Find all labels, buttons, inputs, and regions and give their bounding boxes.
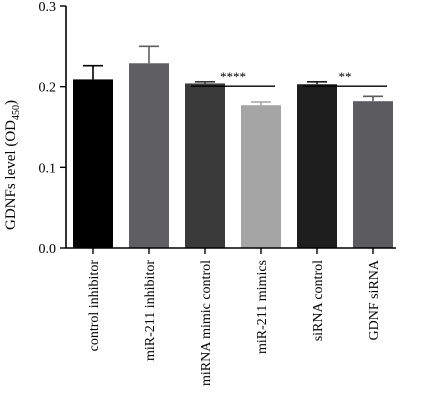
x-tick-label: GDNF siRNA bbox=[367, 259, 382, 340]
bar bbox=[353, 101, 393, 248]
y-tick-label: 0.2 bbox=[39, 81, 57, 96]
x-tick-label: miR-211 inhibitor bbox=[143, 260, 158, 361]
x-tick-label: control inhibitor bbox=[87, 260, 102, 352]
significance-group: **** ** bbox=[191, 69, 387, 87]
y-tick-label: 0.3 bbox=[39, 0, 57, 15]
significance-label: **** bbox=[220, 69, 246, 84]
y-tick-label: 0.0 bbox=[39, 242, 57, 257]
bar bbox=[241, 105, 281, 248]
y-axis-label: GDNFs level (OD450) bbox=[3, 100, 22, 230]
bar bbox=[297, 84, 337, 248]
significance-label: ** bbox=[339, 69, 352, 84]
bar bbox=[185, 83, 225, 248]
y-axis-label-main: GDNFs level (OD bbox=[3, 120, 19, 230]
bar bbox=[73, 79, 113, 248]
bars-group bbox=[73, 63, 393, 249]
y-axis: 0.0 0.1 0.2 0.3 bbox=[39, 0, 67, 257]
x-tick-label: miRNA mimic control bbox=[199, 260, 214, 386]
error-bars-group bbox=[83, 45, 383, 106]
bar bbox=[129, 63, 169, 249]
y-axis-label-close: ) bbox=[3, 100, 19, 105]
x-tick-label: siRNA control bbox=[311, 260, 326, 341]
x-axis: control inhibitor miR-211 inhibitor miRNA … bbox=[66, 247, 396, 386]
x-tick-label: miR-211 mimics bbox=[255, 260, 270, 354]
y-tick-label: 0.1 bbox=[39, 161, 57, 176]
y-axis-label-subscript: 450 bbox=[11, 105, 22, 120]
